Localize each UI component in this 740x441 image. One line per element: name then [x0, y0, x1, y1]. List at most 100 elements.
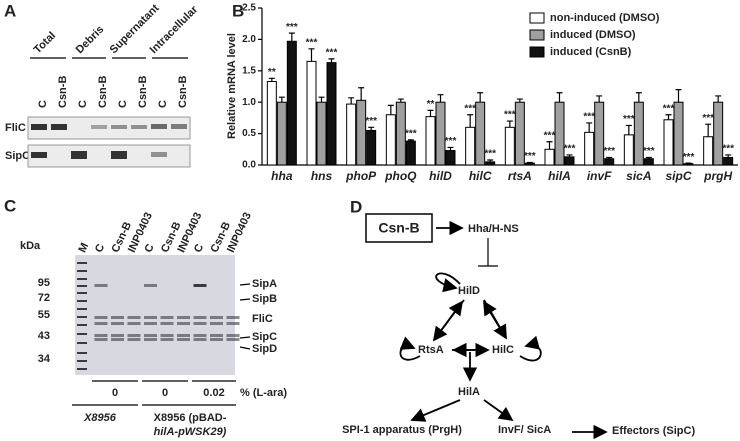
significance: ** — [268, 67, 276, 78]
gel-band — [111, 151, 127, 159]
marker-label: 34 — [38, 353, 51, 365]
error-bar — [526, 161, 533, 164]
panel-label: C — [4, 196, 16, 215]
gel-band — [94, 322, 108, 325]
gel-strip — [27, 116, 191, 140]
gel-band — [144, 334, 157, 337]
gel-band — [77, 360, 87, 362]
gel-band — [77, 270, 87, 272]
error-bar — [556, 92, 563, 103]
gel-band — [127, 334, 141, 337]
arrow — [483, 399, 514, 422]
x-tick-label: phoP — [345, 169, 377, 183]
error-bar — [586, 122, 593, 133]
error-bar — [437, 94, 444, 103]
self-loop — [519, 335, 542, 362]
gel-band — [160, 316, 174, 319]
bar — [594, 101, 605, 166]
significance: *** — [663, 103, 675, 114]
self-loop — [399, 336, 421, 361]
lane-label: Csn-B — [177, 76, 189, 108]
bar — [266, 80, 277, 166]
node: Effectors (SipC) — [612, 425, 695, 437]
bar — [524, 162, 535, 166]
gel-band — [77, 262, 87, 264]
error-bar — [506, 120, 513, 128]
gel-band — [144, 316, 157, 319]
bar — [465, 126, 476, 166]
error-bar — [318, 96, 325, 103]
node: RtsA — [418, 344, 444, 356]
significance: *** — [464, 103, 476, 114]
bar — [584, 131, 595, 166]
significance: *** — [484, 149, 496, 160]
error-bar — [278, 96, 285, 103]
lane-label: C — [142, 242, 156, 254]
pointer — [239, 298, 251, 301]
gel-band — [127, 322, 141, 325]
significance: *** — [722, 144, 734, 155]
lane-label: C — [77, 100, 89, 108]
gel-strip — [27, 144, 191, 168]
bar — [504, 126, 515, 166]
bar — [683, 163, 694, 166]
bar — [385, 114, 396, 166]
bar — [713, 101, 724, 166]
gel-band — [94, 334, 108, 337]
error-bar — [725, 154, 732, 158]
significance: *** — [623, 114, 635, 125]
gel-band — [177, 316, 190, 319]
gel-band — [111, 322, 124, 325]
bar — [604, 158, 615, 166]
significance: *** — [583, 112, 595, 123]
gel-band — [111, 125, 127, 129]
error-bar — [447, 146, 454, 151]
bar — [475, 101, 486, 166]
significance: *** — [702, 113, 714, 124]
lane-label: C — [37, 100, 49, 108]
legend-swatch — [529, 46, 545, 58]
bar — [663, 119, 674, 166]
gel-band — [77, 308, 87, 310]
gel-band — [51, 124, 67, 130]
gel-band — [177, 322, 190, 325]
y-tick-label: 0.5 — [242, 128, 256, 139]
group-label: Total — [32, 30, 58, 56]
significance: *** — [326, 48, 338, 59]
y-tick-label: 1.0 — [242, 97, 256, 108]
lane-label: Csn-B — [137, 76, 149, 108]
gel-band — [77, 278, 87, 280]
arabinose-value: 0 — [162, 387, 168, 399]
bar — [425, 116, 436, 166]
significance: *** — [643, 146, 655, 157]
bar — [554, 101, 565, 166]
node: Hha/H-NS — [468, 223, 519, 235]
gel-band — [144, 338, 157, 341]
lane-label: Csn-B — [57, 76, 69, 108]
y-tick-label: 0.0 — [242, 160, 256, 171]
y-tick-label: 1.5 — [242, 65, 256, 76]
bar — [316, 101, 327, 166]
bar — [544, 148, 555, 166]
legend-label: induced (DMSO) — [550, 29, 636, 41]
x-tick-label: invF — [587, 169, 612, 183]
error-bar — [397, 98, 404, 103]
error-bar — [645, 156, 652, 159]
node-box — [365, 213, 433, 243]
gel-band — [77, 285, 87, 287]
gel-band — [160, 322, 174, 325]
node: InvF/ SicA — [498, 424, 551, 436]
error-bar — [606, 156, 613, 159]
gel-band — [77, 316, 87, 318]
gel-band — [94, 316, 108, 319]
gel-band — [177, 338, 190, 341]
legend-label: induced (CsnB) — [550, 46, 632, 58]
y-axis-title: Relative mRNA level — [226, 33, 238, 139]
error-bar — [516, 98, 523, 103]
bar — [485, 161, 496, 166]
gel-band — [193, 284, 207, 287]
protein-label: SipA — [252, 278, 277, 290]
error-bar — [487, 159, 494, 162]
bar — [356, 99, 367, 166]
